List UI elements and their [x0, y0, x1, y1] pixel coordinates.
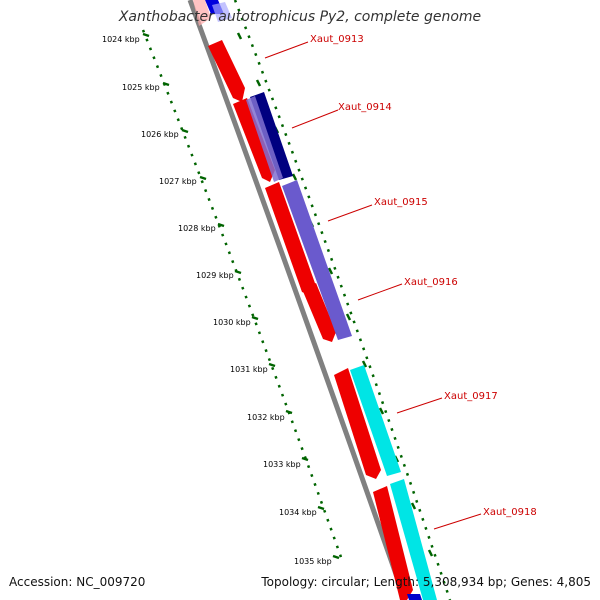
- kbp-label: 1027 kbp: [159, 177, 197, 186]
- kbp-label: 1032 kbp: [247, 413, 285, 422]
- cds-arrow: [373, 486, 413, 600]
- leader-line: [357, 283, 403, 301]
- cds-arrow: [302, 283, 336, 342]
- cds-bar-purple: [282, 180, 352, 340]
- gene-label-xaut-0915: Xaut_0915: [374, 197, 428, 208]
- leader-line: [433, 513, 482, 530]
- accession-label: Accession: NC_009720: [9, 575, 146, 589]
- tick-ring-inner: [141, 29, 344, 561]
- cds-arrow: [208, 40, 245, 102]
- cds-bar-cyan: [390, 479, 437, 600]
- cds-bar-cyan: [350, 365, 401, 476]
- cds-bar-purple: [246, 96, 283, 182]
- gene-label-xaut-0913: Xaut_0913: [310, 34, 364, 45]
- kbp-label: 1033 kbp: [263, 460, 301, 469]
- gene-label-xaut-0917: Xaut_0917: [444, 391, 498, 402]
- leader-line: [264, 41, 309, 59]
- kbp-label: 1031 kbp: [230, 365, 268, 374]
- tick-ring-outer: [233, 0, 452, 600]
- genome-summary-label: Topology: circular; Length: 5,308,934 bp…: [261, 575, 591, 589]
- cds-arrow: [334, 368, 381, 479]
- kbp-label: 1030 kbp: [213, 318, 251, 327]
- feature-bar-top-pink: [193, 0, 211, 26]
- gene-label-xaut-0916: Xaut_0916: [404, 277, 458, 288]
- gene-label-xaut-0918: Xaut_0918: [483, 507, 537, 518]
- inner-ring-ticks: [142, 32, 340, 560]
- kbp-label: 1024 kbp: [102, 35, 140, 44]
- kbp-label: 1025 kbp: [122, 83, 160, 92]
- leader-line: [327, 204, 373, 222]
- genome-backbone: [187, 0, 408, 600]
- cds-arrow: [265, 182, 316, 296]
- kbp-label: 1028 kbp: [178, 224, 216, 233]
- gene-label-xaut-0914: Xaut_0914: [338, 102, 392, 113]
- leader-line: [396, 397, 443, 414]
- kbp-label: 1034 kbp: [279, 508, 317, 517]
- cds-arrow: [233, 98, 275, 182]
- feature-bar-top-lightblue: [212, 2, 232, 22]
- leader-line: [291, 109, 339, 129]
- map-title: Xanthobacter autotrophicus Py2, complete…: [118, 9, 482, 25]
- feature-bar-bottom-blue: [407, 594, 422, 600]
- kbp-label: 1026 kbp: [141, 130, 179, 139]
- kbp-label: 1029 kbp: [196, 271, 234, 280]
- kbp-label: 1035 kbp: [294, 557, 332, 566]
